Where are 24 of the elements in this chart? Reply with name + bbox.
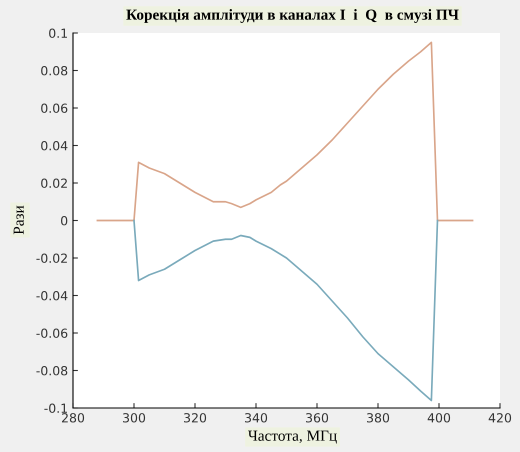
line-series [96,42,474,222]
x-tick-label: 380 [367,413,390,423]
y-tick-label: 0.08 [41,66,68,76]
y-tick-label: -0.04 [36,290,68,300]
x-tick-label: 340 [245,413,268,423]
x-tick-label: 360 [306,413,328,423]
y-tick-label: 0.04 [41,140,68,150]
y-tick-label: 0.02 [41,178,67,188]
y-tick-label: -0.08 [36,366,68,376]
y-tick-label: 0 [61,216,68,226]
x-tick-label: 420 [488,413,512,423]
x-tick-label: 320 [184,413,206,423]
chart-title: Корекція амплітуди в каналах I і Q в смузі ПЧ [126,9,459,23]
y-tick-label: -0.1 [44,403,67,413]
line-series [133,220,438,402]
y-axis-title: Рази [14,206,24,234]
x-tick-label: 300 [123,413,146,423]
x-tick-label: 400 [428,413,450,423]
y-tick-label: 0.06 [41,103,68,113]
x-tick-label: 280 [62,413,84,423]
x-axis-title: Частота, МГц [248,430,337,444]
y-tick-label: -0.02 [36,253,67,263]
y-tick-label: -0.06 [36,328,68,338]
y-tick-label: 0.1 [49,28,67,38]
